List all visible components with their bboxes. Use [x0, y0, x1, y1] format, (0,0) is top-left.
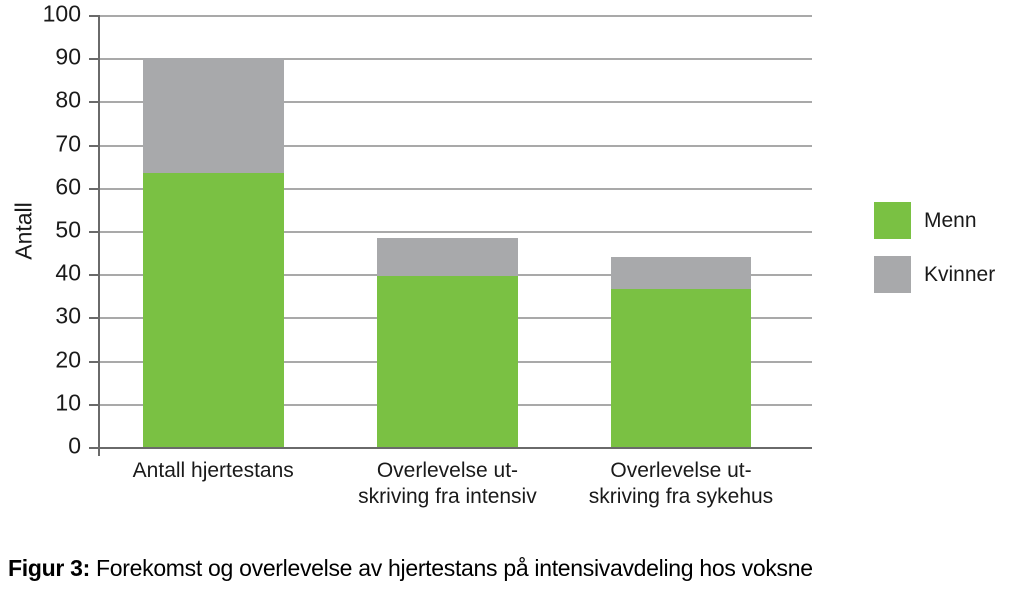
y-tick-mark-60: [89, 187, 98, 190]
bar-group-2: [376, 15, 518, 447]
y-tick-label-100: 100: [42, 0, 81, 27]
y-tick-label-70: 70: [55, 130, 81, 157]
gridline-70: [100, 144, 812, 147]
y-tick-mark-90: [89, 58, 98, 61]
gridline-100: [100, 15, 812, 17]
y-tick-label-90: 90: [55, 43, 81, 70]
plot-area: [89, 15, 812, 456]
y-tick-mark-70: [89, 144, 98, 147]
gridline-60: [100, 187, 812, 190]
y-tick-label-20: 20: [55, 346, 81, 373]
bar-group-1: [142, 15, 284, 447]
y-tick-mark-30: [89, 317, 98, 320]
bar-segment-menn-1: [142, 172, 284, 447]
y-tick-mark-20: [89, 360, 98, 363]
figure-caption-label: Figur 3:: [8, 555, 90, 581]
x-category-label-1: Antall hjertestans: [132, 459, 294, 482]
y-tick-label-50: 50: [55, 216, 81, 243]
bar-segment-kvinner-3: [610, 256, 752, 290]
y-tick-label-30: 30: [55, 302, 81, 329]
gridline-90: [100, 58, 812, 61]
y-tick-label-60: 60: [55, 173, 81, 200]
y-tick-label-40: 40: [55, 259, 81, 286]
bar-group-3: [610, 15, 752, 447]
figure-caption-text: Forekomst og overlevelse av hjertestans …: [89, 555, 813, 581]
y-tick-mark-80: [89, 101, 98, 104]
bar-segment-menn-2: [376, 276, 518, 447]
y-tick-mark-0: [89, 447, 98, 449]
y-tick-mark-50: [89, 231, 98, 233]
y-tick-mark-100: [89, 15, 98, 17]
bar-segment-menn-3: [610, 289, 752, 447]
legend-item-kvinner: Kvinner: [874, 256, 995, 293]
legend: Menn Kvinner: [874, 202, 995, 310]
x-axis-category-labels: Antall hjertestans Overlevelse ut- skrivi…: [100, 458, 812, 520]
legend-swatch-kvinner: [874, 256, 911, 293]
bar-segment-kvinner-1: [142, 58, 284, 173]
y-tick-mark-10: [89, 403, 98, 406]
legend-label-kvinner: Kvinner: [924, 262, 996, 286]
bar-segment-kvinner-2: [376, 237, 518, 277]
y-tick-label-0: 0: [68, 432, 81, 459]
y-tick-label-10: 10: [55, 389, 81, 416]
gridline-80: [100, 101, 812, 104]
legend-swatch-menn: [874, 202, 911, 239]
legend-label-menn: Menn: [924, 208, 977, 232]
gridline-50: [100, 231, 812, 233]
x-category-label-2: Overlevelse ut- skriving fra intensiv: [358, 459, 537, 508]
x-category-label-3: Overlevelse ut- skriving fra sykehus: [588, 459, 774, 508]
figure-caption: Figur 3: Forekomst og overlevelse av hje…: [8, 555, 813, 582]
y-tick-label-80: 80: [55, 86, 81, 113]
y-axis-tick-labels: 0 10 20 30 40 50 60 70 80 90 100: [0, 2, 98, 457]
y-tick-mark-40: [89, 274, 98, 277]
legend-item-menn: Menn: [874, 202, 995, 239]
